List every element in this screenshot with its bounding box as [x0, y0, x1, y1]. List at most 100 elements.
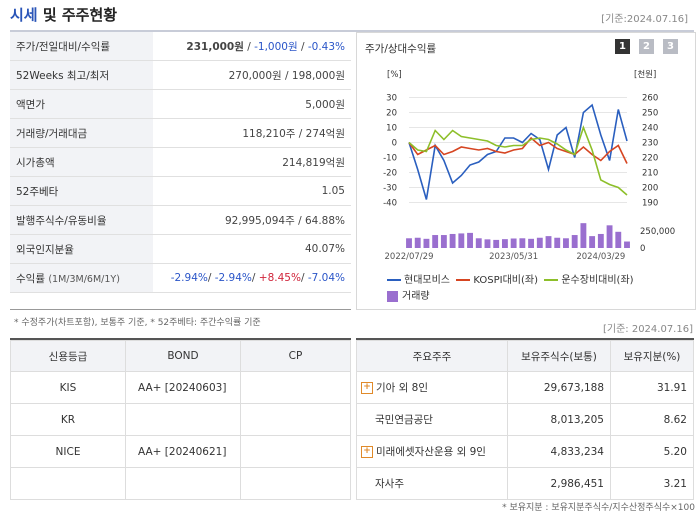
- separator: /: [207, 272, 215, 284]
- chart-page-1-button[interactable]: 1: [615, 39, 630, 54]
- volume-bar: [589, 236, 596, 248]
- left-axis-unit: [%]: [387, 70, 402, 80]
- table-row: 발행주식수/유동비율 92,995,094주 / 64.88%: [10, 205, 351, 235]
- return-3m: -2.94%: [214, 272, 252, 284]
- row-value: 118,210주 / 274억원: [153, 118, 351, 148]
- legend-item-volume[interactable]: 거래량: [387, 287, 430, 302]
- pct-cell: 5.20: [610, 435, 694, 468]
- legend-swatch: [387, 290, 398, 302]
- expand-plus-icon[interactable]: +: [361, 446, 373, 458]
- left-tick-label: 30: [386, 94, 397, 104]
- pct-cell: 8.62: [610, 403, 694, 436]
- shareholder-table: 주요주주 보유주식수(보통) 보유지분(%) + 기아 외 8인 29,673,1…: [356, 340, 694, 500]
- bond-cell: AA+ [20240621]: [125, 435, 241, 468]
- volume-bar: [414, 237, 421, 248]
- header-divider: [10, 30, 694, 32]
- volume-bar: [606, 225, 613, 248]
- volume-bar: [510, 238, 517, 248]
- chart-page-3-button[interactable]: 3: [663, 39, 678, 54]
- row-value: 40.07%: [153, 234, 351, 264]
- credit-rating-table: 신용등급 BOND CP KIS AA+ [20240603] KR NICE AA…: [10, 340, 351, 500]
- table-row: 52주베타 1.05: [10, 176, 351, 206]
- legend-item-sector[interactable]: 운수장비대비(좌): [544, 275, 634, 286]
- volume-bar: [536, 237, 543, 248]
- returns-label: 수익률: [16, 272, 45, 285]
- cp-cell: [240, 403, 351, 436]
- row-value: 92,995,094주 / 64.88%: [153, 205, 351, 235]
- row-value: 214,819억원: [153, 147, 351, 177]
- table-bottom-rule: [10, 309, 351, 310]
- right-tick-label: 190: [642, 199, 658, 209]
- price-info-table: 주가/전일대비/수익률 231,000원 / -1,000원 / -0.43% …: [10, 32, 351, 293]
- right-tick-label: 240: [642, 124, 658, 134]
- table-row: KIS AA+ [20240603]: [10, 371, 351, 404]
- legend-item-price[interactable]: 현대모비스: [387, 275, 450, 286]
- reference-date: [기준:2024.07.16]: [601, 14, 688, 25]
- table-row: 외국인지분율 40.07%: [10, 234, 351, 264]
- volume-bar: [528, 238, 535, 248]
- volume-bar: [467, 232, 473, 248]
- right-axis-unit: [천원]: [634, 69, 656, 80]
- table-row: [10, 467, 351, 500]
- row-label: 외국인지분율: [10, 234, 153, 264]
- left-tick-label: -40: [383, 199, 397, 209]
- row-value: 231,000원 / -1,000원 / -0.43%: [153, 32, 351, 61]
- table-row: 시가총액 214,819억원: [10, 147, 351, 177]
- section-title: 시세 및 주주현황: [10, 4, 117, 25]
- expand-plus-icon[interactable]: +: [361, 382, 373, 394]
- price-chart: [%] [천원] 30 20 10 0 -10 -20 -30 -40 260 250 240 23…: [383, 69, 675, 262]
- right-tick-label: 210: [642, 169, 658, 179]
- left-tick-label: 0: [392, 139, 397, 149]
- volume-bar: [458, 233, 465, 248]
- volume-bar: [440, 235, 447, 248]
- volume-bar: [624, 241, 630, 248]
- chart-page-2-button[interactable]: 2: [639, 39, 654, 54]
- chart-legend: 현대모비스 KOSPI대비(좌) 운수장비대비(좌): [387, 271, 634, 286]
- table-header-row: 주요주주 보유주식수(보통) 보유지분(%): [356, 340, 694, 372]
- agency-cell: KIS: [10, 371, 126, 404]
- volume-bar: [484, 239, 491, 248]
- bond-cell: [125, 403, 241, 436]
- left-tick-label: 10: [386, 124, 397, 134]
- table-row: 거래량/거래대금 118,210주 / 274억원: [10, 118, 351, 148]
- volume-bar: [406, 238, 412, 248]
- right-tick-label: 230: [642, 139, 658, 149]
- shareholder-name-cell: 국민연금공단: [356, 403, 508, 436]
- legend-item-kospi[interactable]: KOSPI대비(좌): [456, 275, 538, 286]
- legend-swatch: [387, 279, 401, 281]
- volume-bar: [597, 233, 604, 248]
- volume-bar: [475, 238, 482, 248]
- right-tick-label: 200: [642, 184, 658, 194]
- volume-axis-label: 250,000: [640, 227, 675, 237]
- legend-label: 현대모비스: [404, 275, 450, 286]
- table-row: NICE AA+ [20240621]: [10, 435, 351, 468]
- shareholder-name-cell: + 기아 외 8인: [356, 371, 508, 404]
- shareholder-name: 기아 외 8인: [376, 382, 428, 394]
- shareholder-name: 미래에셋자산운용 외 9인: [376, 446, 486, 458]
- return-6m: +8.45%: [258, 272, 301, 284]
- return-1y: -7.04%: [307, 272, 345, 284]
- agency-cell: NICE: [10, 435, 126, 468]
- legend-label: 거래량: [402, 291, 430, 302]
- legend-swatch: [544, 279, 559, 281]
- x-tick-label: 2024/03/29: [576, 252, 625, 262]
- column-header: 주요주주: [356, 340, 508, 372]
- volume-bar: [563, 238, 569, 248]
- shares-cell: 29,673,188: [507, 371, 611, 404]
- shareholder-top-rule: [356, 338, 694, 340]
- table-row: + 미래에셋자산운용 외 9인 4,833,234 5.20: [356, 435, 694, 468]
- row-label: 52Weeks 최고/최저: [10, 60, 153, 90]
- row-label: 주가/전일대비/수익률: [10, 32, 153, 61]
- volume-bar: [519, 238, 526, 248]
- price-change-rate: -0.43%: [307, 40, 345, 53]
- x-tick-label: 2023/05/31: [489, 252, 538, 262]
- legend-swatch: [456, 279, 471, 281]
- shares-cell: 4,833,234: [507, 435, 611, 468]
- right-tick-label: 220: [642, 154, 658, 164]
- shareholder-name-cell: 자사주: [356, 467, 508, 500]
- column-header: BOND: [125, 340, 241, 372]
- volume-bar: [554, 237, 561, 248]
- chart-panel: 주가/상대수익률 1 2 3 [%] [천원] 30 20 10 0 -10 -20 -30…: [356, 32, 696, 310]
- price-line: [408, 103, 628, 200]
- separator: /: [251, 272, 259, 284]
